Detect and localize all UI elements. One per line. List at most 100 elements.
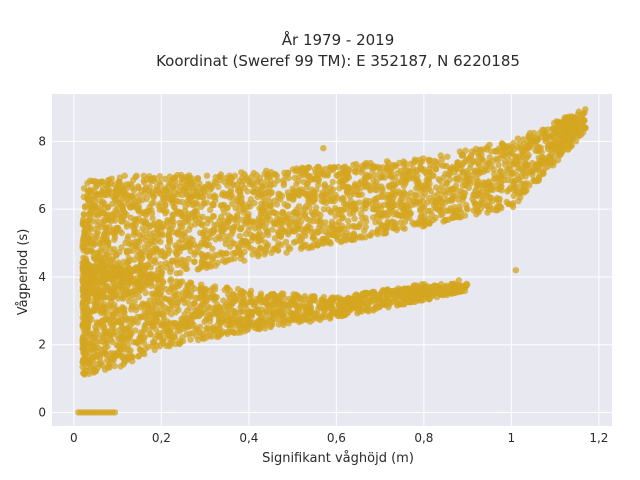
scatter-point <box>129 358 136 365</box>
scatter-point <box>178 315 185 323</box>
scatter-point <box>178 179 185 186</box>
scatter-point <box>103 213 111 221</box>
scatter-point <box>226 243 234 250</box>
scatter-point <box>223 204 231 211</box>
scatter-point <box>245 318 253 325</box>
scatter-point <box>139 337 146 344</box>
scatter-point <box>556 126 563 133</box>
scatter-point <box>173 270 180 277</box>
scatter-point <box>174 171 181 179</box>
scatter-point <box>498 140 506 148</box>
scatter-point <box>431 288 439 295</box>
scatter-point <box>218 316 225 324</box>
scatter-point <box>265 193 272 200</box>
scatter-point <box>393 302 401 309</box>
scatter-point <box>526 130 534 137</box>
scatter-point <box>358 210 365 217</box>
scatter-point <box>539 170 547 177</box>
scatter-point <box>460 169 468 176</box>
scatter-point <box>160 340 167 347</box>
scatter-point <box>241 328 249 335</box>
scatter-point <box>137 329 144 336</box>
scatter-point <box>283 214 290 221</box>
y-tick-label: 8 <box>38 134 46 148</box>
scatter-point <box>236 177 243 184</box>
scatter-point <box>349 296 356 304</box>
scatter-point <box>191 241 198 248</box>
scatter-point <box>472 158 479 165</box>
scatter-point <box>306 173 314 180</box>
scatter-point <box>285 174 292 182</box>
scatter-point <box>228 225 235 232</box>
scatter-point <box>279 225 286 233</box>
scatter-point <box>259 194 266 201</box>
scatter-point <box>79 259 86 267</box>
scatter-point <box>302 202 310 210</box>
scatter-point <box>168 257 176 264</box>
scatter-point <box>191 299 198 306</box>
scatter-point <box>487 185 495 192</box>
scatter-point <box>215 304 222 311</box>
scatter-point <box>498 174 505 181</box>
scatter-point <box>345 232 352 239</box>
scatter-point <box>549 125 557 133</box>
scatter-point <box>542 134 550 142</box>
scatter-point <box>421 210 428 217</box>
y-axis-ticks: 0 2 4 6 8 <box>38 134 46 419</box>
scatter-point <box>421 186 428 193</box>
scatter-point <box>358 291 366 299</box>
scatter-point <box>308 293 315 300</box>
scatter-point <box>402 171 409 179</box>
scatter-point <box>114 206 122 213</box>
scatter-point <box>271 181 278 188</box>
scatter-point <box>156 224 163 232</box>
scatter-point <box>296 222 303 229</box>
scatter-point <box>182 322 189 330</box>
scatter-point <box>285 243 292 251</box>
scatter-point <box>530 177 537 184</box>
scatter-point <box>443 207 450 214</box>
scatter-point <box>190 187 198 194</box>
scatter-point <box>229 181 236 188</box>
scatter-point <box>140 217 147 224</box>
scatter-point <box>177 223 184 230</box>
scatter-point <box>80 185 88 192</box>
scatter-point <box>507 149 515 156</box>
scatter-point <box>148 305 155 312</box>
scatter-point <box>483 146 490 153</box>
scatter-point <box>522 173 529 180</box>
x-tick-label: 0,4 <box>239 431 258 445</box>
scatter-point <box>255 251 262 258</box>
x-tick-label: 0,6 <box>327 431 346 445</box>
scatter-point <box>83 268 90 275</box>
scatter-point <box>209 200 217 208</box>
scatter-point <box>203 241 210 248</box>
scatter-point <box>94 229 102 236</box>
scatter-point <box>301 170 308 177</box>
scatter-point <box>211 251 218 259</box>
scatter-point <box>97 277 104 284</box>
scatter-point <box>473 179 481 186</box>
scatter-point <box>122 239 129 247</box>
scatter-point <box>345 183 352 191</box>
scatter-point <box>477 189 485 196</box>
scatter-point <box>249 251 256 258</box>
scatter-point <box>86 340 94 347</box>
scatter-point <box>233 213 241 221</box>
scatter-point <box>574 111 582 118</box>
x-axis-ticks: 0 0,2 0,4 0,6 0,8 1 1,2 <box>70 431 608 445</box>
scatter-point <box>94 260 101 267</box>
scatter-point <box>351 204 358 211</box>
scatter-point <box>314 218 321 225</box>
scatter-point <box>435 206 442 213</box>
scatter-point <box>321 311 328 318</box>
scatter-point <box>123 196 130 204</box>
scatter-point <box>87 331 94 338</box>
scatter-point <box>329 178 336 186</box>
scatter-point <box>513 188 520 195</box>
scatter-point <box>334 227 342 234</box>
scatter-point <box>312 169 319 176</box>
scatter-point <box>472 186 479 194</box>
scatter-point <box>401 190 408 197</box>
scatter-point <box>133 339 140 346</box>
